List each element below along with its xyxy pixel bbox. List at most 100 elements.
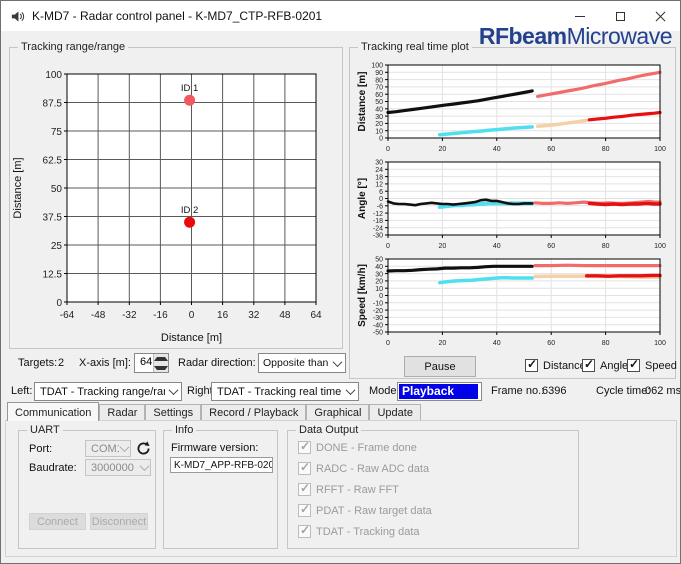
tab-radar[interactable]: Radar — [99, 404, 146, 421]
right-plot-select[interactable]: TDAT - Tracking real time plot — [211, 382, 359, 401]
svg-text:60: 60 — [547, 146, 555, 153]
tracking-range-chart: -64 -48 -32 -16 0 16 32 48 64 0 12.5 25 37.5 50 62.5 75… — [10, 52, 342, 346]
mode-field[interactable]: Playback — [397, 382, 482, 401]
checkbox-icon[interactable] — [525, 357, 538, 372]
svg-text:0: 0 — [189, 310, 195, 321]
svg-text:-20: -20 — [373, 308, 383, 315]
speed-checkbox[interactable]: Speed — [627, 357, 677, 372]
svg-text:100: 100 — [654, 243, 666, 250]
svg-text:20: 20 — [439, 243, 447, 250]
svg-text:ID 2: ID 2 — [181, 205, 198, 216]
svg-text:80: 80 — [602, 243, 610, 250]
data-output-group: Data Output DONE - Frame done RADC - Raw… — [287, 423, 579, 549]
svg-text:62.5: 62.5 — [43, 155, 63, 166]
maximize-button[interactable] — [600, 1, 640, 31]
svg-text:80: 80 — [375, 77, 383, 84]
svg-text:50: 50 — [375, 99, 383, 106]
svg-text:50: 50 — [375, 257, 383, 264]
info-group-title: Info — [172, 423, 197, 437]
angle-checkbox[interactable]: Angle — [582, 357, 628, 372]
mode-label: Mode: — [369, 385, 400, 397]
svg-text:48: 48 — [279, 310, 291, 321]
chevron-down-icon — [119, 441, 130, 456]
frame-no-label: Frame no.: — [491, 385, 545, 397]
svg-text:-16: -16 — [153, 310, 168, 321]
spinner-down-button[interactable] — [154, 363, 168, 372]
uart-group-title: UART — [27, 423, 63, 437]
minimize-button[interactable] — [560, 1, 600, 31]
checkbox-icon[interactable] — [627, 357, 640, 372]
svg-text:-10: -10 — [373, 300, 383, 307]
pdat-checkbox: PDAT - Raw target data — [298, 502, 432, 517]
angle-chart: 0 20 40 60 80 100 -30 -24 -18 -12 -6 0 6 12 18 24 30 Angl… — [354, 157, 672, 252]
speaker-icon — [11, 10, 25, 22]
port-select: COM18 — [85, 440, 131, 457]
targets-label: Targets: — [18, 357, 58, 369]
tab-communication[interactable]: Communication — [7, 402, 100, 421]
spinner-up-button[interactable] — [154, 354, 168, 363]
svg-text:Angle [°]: Angle [°] — [357, 178, 368, 219]
svg-text:70: 70 — [375, 85, 383, 92]
tab-graphical[interactable]: Graphical — [306, 404, 370, 421]
tab-record-playback[interactable]: Record / Playback — [201, 404, 307, 421]
svg-text:12.5: 12.5 — [43, 269, 63, 280]
refresh-icon[interactable] — [135, 440, 152, 457]
baudrate-select: 3000000 — [85, 459, 151, 476]
pause-button[interactable]: Pause — [404, 356, 476, 377]
firmware-version-field[interactable]: K-MD7_APP-RFB-0201 — [170, 457, 273, 473]
radc-checkbox: RADC - Raw ADC data — [298, 460, 429, 475]
svg-text:-40: -40 — [373, 322, 383, 329]
svg-text:100: 100 — [45, 70, 62, 81]
svg-text:-18: -18 — [373, 218, 383, 225]
tracking-range-group: Tracking range/range -64 -48 -32 -16 0 16 32 48… — [9, 40, 343, 349]
left-plot-select[interactable]: TDAT - Tracking range/range — [34, 382, 182, 401]
rfft-checkbox: RFFT - Raw FFT — [298, 481, 399, 496]
svg-text:90: 90 — [375, 70, 383, 77]
svg-text:20: 20 — [439, 340, 447, 347]
xaxis-value[interactable]: 64 — [140, 356, 153, 368]
svg-text:0: 0 — [386, 243, 390, 250]
svg-text:ID 1: ID 1 — [181, 83, 198, 94]
xaxis-spinner[interactable]: 64 — [134, 353, 169, 373]
svg-text:30: 30 — [375, 114, 383, 121]
radar-direction-select[interactable]: Opposite than monito — [258, 353, 346, 373]
cycle-time-label: Cycle time: — [596, 385, 651, 397]
svg-text:0: 0 — [386, 340, 390, 347]
done-checkbox: DONE - Frame done — [298, 439, 417, 454]
tab-settings[interactable]: Settings — [145, 404, 202, 421]
distance-checkbox[interactable]: Distance — [525, 357, 586, 372]
svg-text:0: 0 — [56, 298, 62, 309]
svg-text:40: 40 — [493, 243, 501, 250]
svg-text:0: 0 — [379, 196, 383, 203]
svg-text:20: 20 — [439, 146, 447, 153]
port-value: COM18 — [91, 442, 119, 455]
tracking-range-group-title: Tracking range/range — [18, 40, 129, 54]
realtime-plot-group: Tracking real time plot 0 20 40 60 80 100 0 10 2… — [349, 40, 677, 379]
tab-strip: Communication Radar Settings Record / Pl… — [7, 402, 421, 421]
chevron-down-icon — [165, 383, 181, 400]
checkbox-icon — [298, 481, 311, 496]
chevron-down-icon — [329, 354, 345, 372]
left-select-label: Left: — [11, 385, 33, 397]
firmware-version-label: Firmware version: — [171, 442, 259, 454]
distance-checkbox-label: Distance — [543, 359, 586, 372]
svg-text:-24: -24 — [373, 225, 383, 232]
logo-light-text: Microwave — [566, 23, 673, 49]
speed-chart: 0 20 40 60 80 100 -50 -40 -30 -20 -10 0 10 20 30 40 50 Sp… — [354, 254, 672, 349]
disconnect-button: Disconnect — [90, 513, 148, 530]
rfft-checkbox-label: RFFT - Raw FFT — [316, 483, 399, 496]
tab-update[interactable]: Update — [369, 404, 421, 421]
svg-text:30: 30 — [375, 271, 383, 278]
pdat-checkbox-label: PDAT - Raw target data — [316, 504, 432, 517]
right-select-label: Right: — [187, 385, 216, 397]
checkbox-icon[interactable] — [582, 357, 595, 372]
speed-checkbox-label: Speed — [645, 359, 677, 372]
svg-text:-30: -30 — [373, 233, 383, 240]
svg-text:20: 20 — [375, 121, 383, 128]
svg-text:Speed [km/h]: Speed [km/h] — [357, 264, 368, 327]
svg-text:-32: -32 — [122, 310, 137, 321]
svg-text:40: 40 — [493, 146, 501, 153]
svg-text:30: 30 — [375, 160, 383, 167]
svg-text:60: 60 — [547, 340, 555, 347]
